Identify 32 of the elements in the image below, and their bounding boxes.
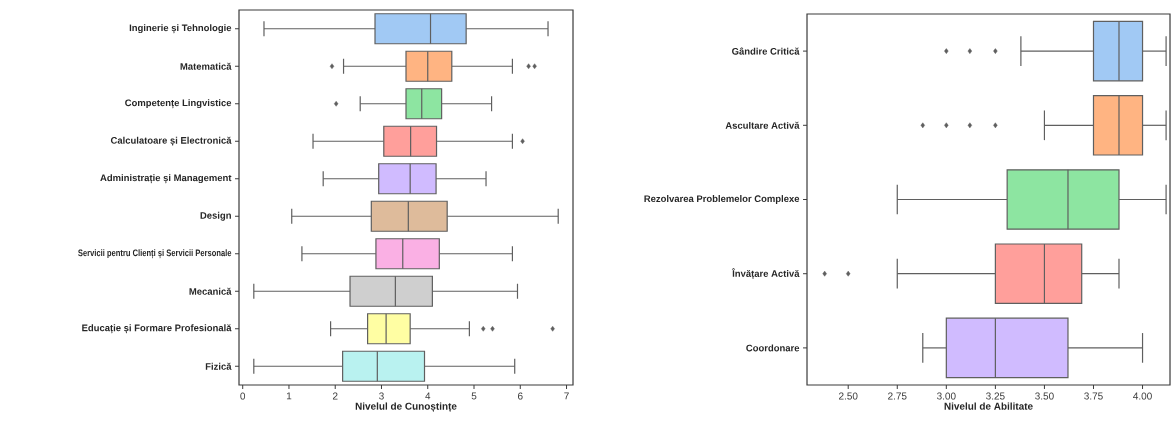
x-tick-label: 3.50	[1035, 392, 1054, 400]
y-tick-label: Servicii pentru Clienți și Servicii Personale	[78, 249, 232, 259]
y-tick-label: Design	[200, 211, 231, 221]
y-tick-label: Competențe Lingvistice	[125, 99, 232, 109]
x-tick-label: 3	[379, 392, 384, 400]
x-tick-label: 7	[564, 392, 569, 400]
y-tick-label: Calculatoare și Electronică	[110, 136, 232, 146]
x-tick-label: 2	[332, 392, 338, 400]
y-tick-label: Ascultare Activă	[725, 121, 800, 129]
y-tick-label: Coordonare	[746, 344, 800, 352]
x-axis-title: Nivelul de Abilitate	[944, 402, 1033, 410]
x-tick-label: 6	[518, 392, 523, 400]
x-tick-label: 3.25	[986, 392, 1005, 400]
x-tick-label: 2.75	[888, 392, 907, 400]
y-tick-label: Administrație și Management	[100, 174, 232, 184]
x-tick-label: 5	[471, 392, 477, 400]
x-tick-label: 3.75	[1084, 392, 1103, 400]
y-tick-label: Mecanică	[189, 287, 232, 295]
y-tick-label: Inginerie și Tehnologie	[129, 24, 232, 34]
y-tick-label: Educație și Formare Profesională	[82, 324, 232, 334]
x-tick-label: 2.50	[839, 392, 858, 400]
y-tick-label: Rezolvarea Problemelor Complexe	[644, 195, 800, 204]
x-tick-label: 3.00	[937, 392, 956, 400]
x-tick-label: 1	[286, 392, 292, 400]
x-tick-label: 4	[425, 392, 431, 400]
y-tick-label: Fizică	[205, 362, 232, 370]
x-axis-title: Nivelul de Cunoștințe	[355, 402, 457, 412]
y-tick-label: Învățare Activă	[731, 268, 800, 280]
x-tick-label: 0	[240, 392, 246, 400]
y-tick-label: Gândire Critică	[732, 47, 800, 55]
y-tick-label: Matematică	[180, 62, 232, 70]
x-tick-label: 4.00	[1133, 392, 1152, 400]
